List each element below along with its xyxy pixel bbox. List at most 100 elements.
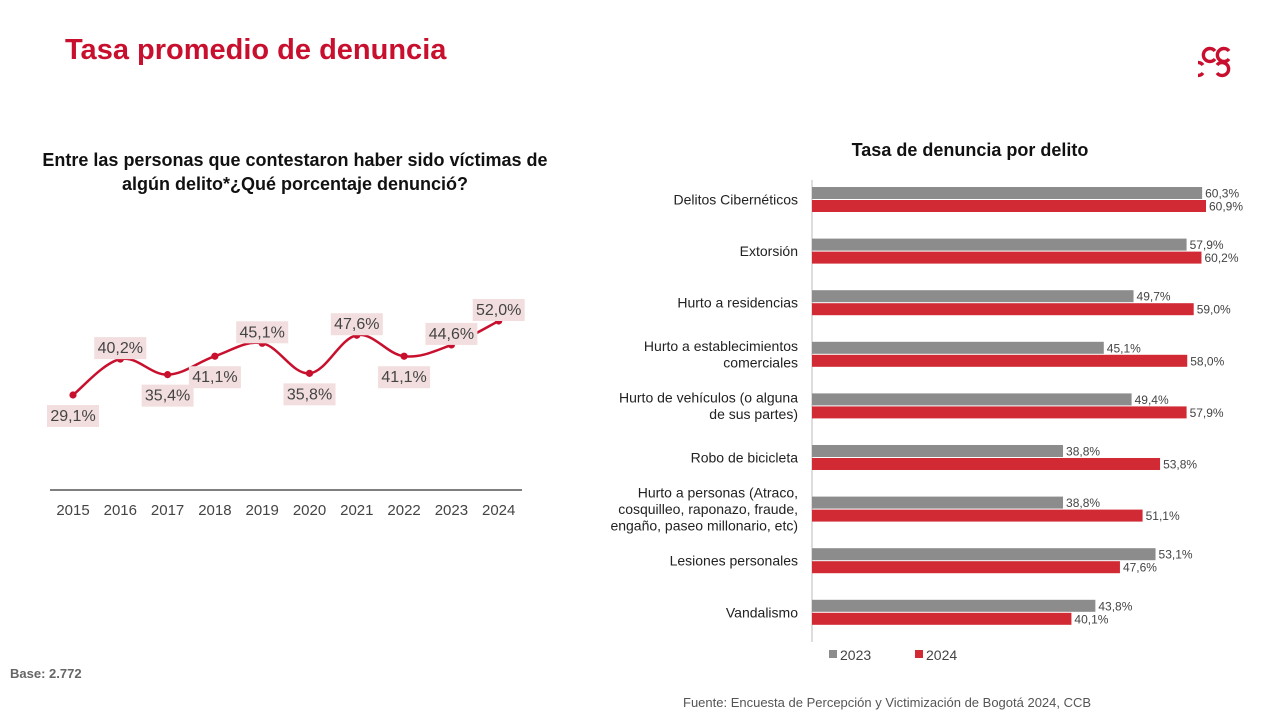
legend-label: 2023 — [840, 647, 871, 663]
bar-value-label: 43,8% — [1098, 599, 1132, 613]
bar-value-label: 60,3% — [1205, 187, 1239, 201]
bar-value-label: 45,1% — [1107, 341, 1141, 355]
data-label: 35,4% — [145, 388, 190, 405]
bar-chart-title: Tasa de denuncia por delito — [851, 140, 1089, 160]
bar-2023 — [812, 238, 1187, 251]
bar-value-label: 60,2% — [1204, 251, 1238, 265]
bar-2024 — [812, 200, 1206, 212]
data-point — [164, 371, 172, 379]
category-label: Vandalismo — [726, 604, 798, 620]
bar-chart: Delitos Cibernéticos 60,3%60,9% Extorsión 5… — [610, 180, 1243, 663]
bar-2023 — [812, 393, 1132, 406]
x-tick-label: 2015 — [56, 502, 89, 519]
category-label-line: de sus partes) — [709, 406, 798, 422]
bar-value-label: 53,8% — [1163, 458, 1197, 472]
line-chart: 29,1% 2015 40,2% 2016 35,4% 2017 41,1% 2018 45,1… — [47, 299, 525, 519]
category-label-line: Vandalismo — [726, 604, 798, 620]
data-label-bg — [330, 313, 383, 336]
category-label: Hurto a residencias — [677, 295, 798, 311]
data-label-bg — [47, 405, 99, 427]
bar-2023 — [812, 341, 1104, 354]
bar-2024 — [812, 509, 1143, 522]
bar-value-label: 47,6% — [1123, 561, 1157, 575]
data-label-bg — [236, 321, 289, 344]
data-point — [305, 369, 314, 377]
category-label: Delitos Cibernéticos — [674, 192, 799, 208]
data-label-bg — [378, 366, 431, 389]
bar-2024 — [812, 354, 1188, 367]
data-label-bg — [141, 384, 194, 407]
data-point — [211, 352, 219, 360]
bar-2024 — [812, 251, 1202, 264]
x-tick-label: 2018 — [198, 502, 231, 519]
data-label: 45,1% — [240, 324, 285, 341]
data-label-bg — [472, 299, 525, 321]
ccb-logo-icon — [1198, 46, 1231, 78]
bar-value-label: 51,1% — [1146, 509, 1180, 523]
category-label: Hurto a personas (Atraco, cosquilleo, rap… — [610, 485, 798, 534]
bar-value-label: 38,8% — [1066, 496, 1100, 510]
category-label: Hurto de vehículos (o alguna de sus parte… — [619, 390, 798, 423]
source-note: Fuente: Encuesta de Percepción y Victimi… — [683, 695, 1092, 710]
bar-value-label: 57,9% — [1190, 406, 1224, 420]
data-label: 29,1% — [50, 408, 95, 425]
category-label: Extorsión — [740, 243, 798, 259]
bar-value-label: 40,1% — [1074, 612, 1108, 626]
x-tick-label: 2016 — [104, 502, 137, 519]
category-label: Hurto a establecimientos comerciales — [644, 338, 798, 371]
category-label-line: Hurto a residencias — [677, 295, 798, 311]
page-title: Tasa promedio de denuncia — [65, 34, 447, 66]
data-label: 35,8% — [287, 386, 332, 403]
category-label-line: Hurto a establecimientos — [644, 338, 798, 354]
category-label-line: Extorsión — [740, 243, 798, 259]
bar-value-label: 57,9% — [1190, 238, 1224, 252]
legend-swatch — [829, 650, 837, 658]
data-label: 47,6% — [334, 316, 379, 333]
category-label: Robo de bicicleta — [691, 450, 799, 466]
data-label: 44,6% — [429, 326, 474, 343]
bar-2024 — [812, 303, 1194, 316]
bar-2023 — [812, 496, 1064, 509]
data-label: 41,1% — [381, 369, 426, 386]
bar-value-label: 49,4% — [1135, 393, 1169, 407]
bar-value-label: 49,7% — [1137, 290, 1171, 304]
legend-label: 2024 — [926, 647, 957, 663]
bar-value-label: 59,0% — [1197, 303, 1231, 317]
bar-value-label: 38,8% — [1066, 445, 1100, 459]
category-label: Lesiones personales — [670, 553, 798, 569]
data-label-bg — [283, 383, 336, 406]
x-tick-label: 2024 — [482, 502, 515, 519]
data-label-bg — [94, 337, 147, 360]
series-line — [72, 319, 500, 396]
bar-2023 — [812, 290, 1134, 303]
line-chart-title: Entre las personas que contestaron haber… — [42, 150, 548, 194]
bar-2024 — [812, 406, 1187, 419]
bar-2023 — [812, 445, 1064, 457]
bar-2024 — [812, 458, 1161, 470]
category-label-line: engaño, paseo millonario, etc) — [610, 518, 798, 534]
data-point — [400, 352, 408, 360]
category-label-line: cosquilleo, raponazo, fraude, — [618, 501, 798, 517]
x-tick-label: 2022 — [387, 502, 420, 519]
bar-2023 — [812, 599, 1096, 612]
x-tick-label: 2021 — [340, 502, 373, 519]
x-tick-label: 2023 — [435, 502, 468, 519]
data-label-bg — [188, 366, 241, 389]
data-point — [69, 391, 77, 399]
category-label-line: Delitos Cibernéticos — [674, 192, 799, 208]
bar-value-label: 53,1% — [1159, 548, 1193, 562]
category-label-line: Hurto de vehículos (o alguna — [619, 390, 798, 406]
bar-2024 — [812, 561, 1120, 574]
bar-value-label: 58,0% — [1190, 354, 1224, 368]
x-tick-label: 2017 — [151, 502, 184, 519]
x-tick-label: 2019 — [246, 502, 279, 519]
bar-value-label: 60,9% — [1209, 200, 1243, 214]
bar-2023 — [812, 548, 1156, 561]
data-label: 52,0% — [476, 302, 521, 319]
category-label-line: Robo de bicicleta — [691, 450, 799, 466]
x-tick-label: 2020 — [293, 502, 326, 519]
legend-swatch — [915, 650, 923, 658]
category-label-line: Hurto a personas (Atraco, — [638, 485, 798, 501]
bar-2024 — [812, 612, 1072, 625]
category-label-line: comerciales — [723, 355, 798, 371]
